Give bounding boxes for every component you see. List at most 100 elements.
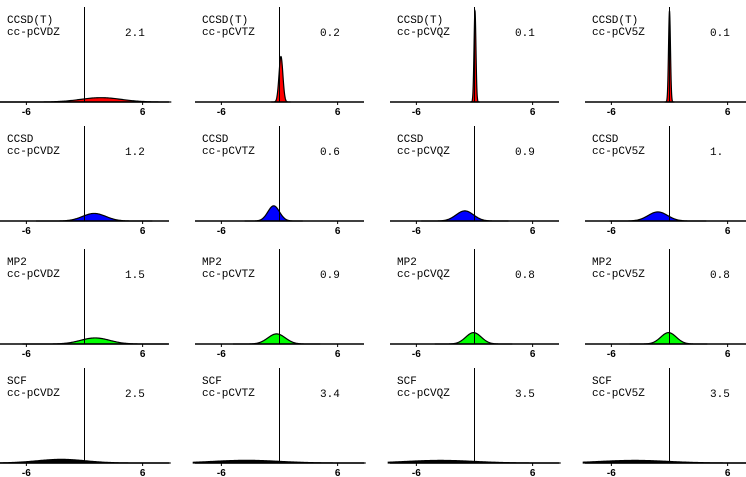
basis-label: cc-pCVDZ (7, 269, 60, 281)
method-label: MP2 (7, 257, 27, 269)
x-tick-label: 6 (530, 349, 536, 360)
sd-value-label: 0.8 (710, 270, 730, 282)
x-tick-label: 6 (530, 107, 536, 118)
distribution-curve (22, 337, 168, 345)
method-label: CCSD(T) (592, 15, 638, 27)
method-label: CCSD (397, 134, 424, 146)
x-tick-label: -6 (217, 107, 226, 118)
method-label: CCSD (7, 134, 34, 146)
panel-ccsdt-cc-pcvdz: -6 6 CCSD(T)cc-pCVDZ 2.1 (0, 7, 172, 118)
x-tick-label: 6 (725, 107, 731, 118)
basis-label: cc-pCVDZ (7, 388, 60, 400)
distribution-curve (271, 55, 291, 103)
method-label: SCF (202, 376, 222, 388)
sd-value-label: 3.5 (710, 389, 730, 401)
basis-label: cc-pCVQZ (397, 269, 450, 281)
sd-value-label: 3.4 (320, 389, 340, 401)
basis-label: cc-pCVQZ (397, 388, 450, 400)
panel-ccsdt-cc-pcvqz: -6 6 CCSD(T)cc-pCVQZ 0.1 (390, 7, 559, 118)
x-tick-label: 6 (140, 226, 146, 237)
distribution-curve (421, 210, 509, 222)
x-tick-label: -6 (607, 107, 616, 118)
distribution-curve (244, 205, 303, 222)
x-tick-label: 6 (335, 226, 341, 237)
x-tick-label: 6 (140, 349, 146, 360)
method-label: SCF (397, 376, 417, 388)
panel-ccsdt-cc-pcvtz: -6 6 CCSD(T)cc-pCVTZ 0.2 (195, 7, 364, 118)
x-tick-label: -6 (217, 226, 226, 237)
sd-value-label: 3.5 (515, 389, 535, 401)
x-tick-label: 6 (140, 107, 146, 118)
x-tick-label: 6 (335, 107, 341, 118)
distribution-curve (434, 332, 513, 345)
basis-label: cc-pCVDZ (7, 27, 60, 39)
method-label: SCF (7, 376, 27, 388)
x-tick-label: 6 (725, 468, 731, 477)
x-tick-label: 6 (530, 468, 536, 477)
x-tick-label: -6 (22, 226, 31, 237)
basis-label: cc-pCVTZ (202, 269, 255, 281)
x-tick-label: -6 (22, 468, 31, 477)
sd-value-label: 2.1 (125, 28, 145, 40)
x-tick-label: -6 (607, 349, 616, 360)
x-tick-label: 6 (140, 468, 146, 477)
method-label: SCF (592, 376, 612, 388)
sd-value-label: 0.1 (710, 28, 730, 40)
method-label: CCSD(T) (397, 15, 443, 27)
x-tick-label: 6 (335, 468, 341, 477)
method-label: CCSD (202, 134, 229, 146)
x-tick-label: -6 (607, 468, 616, 477)
method-label: CCSD (592, 134, 619, 146)
x-tick-label: 6 (530, 226, 536, 237)
x-tick-label: -6 (22, 349, 31, 360)
method-label: MP2 (397, 257, 417, 269)
sd-value-label: 0.1 (515, 28, 535, 40)
method-label: MP2 (202, 257, 222, 269)
x-tick-label: -6 (217, 349, 226, 360)
basis-label: cc-pCVTZ (202, 27, 255, 39)
x-tick-label: -6 (607, 226, 616, 237)
x-tick-label: 6 (335, 349, 341, 360)
basis-label: cc-pCV5Z (592, 27, 645, 39)
method-label: MP2 (592, 257, 612, 269)
basis-label: cc-pCV5Z (592, 146, 645, 158)
sd-value-label: 0.8 (515, 270, 535, 282)
sd-value-label: 0.2 (320, 28, 340, 40)
basis-label: cc-pCVQZ (397, 27, 450, 39)
basis-label: cc-pCV5Z (592, 269, 645, 281)
method-label: CCSD(T) (7, 15, 53, 27)
basis-label: cc-pCV5Z (592, 388, 645, 400)
panel-ccsdt-cc-pcv5z: -6 6 CCSD(T)cc-pCV5Z 0.1 (585, 7, 746, 118)
sd-value-label: 1.2 (125, 147, 145, 159)
x-tick-label: -6 (412, 226, 421, 237)
x-tick-label: 6 (725, 349, 731, 360)
basis-label: cc-pCVTZ (202, 388, 255, 400)
sd-value-label: 0.6 (320, 147, 340, 159)
distribution-curve (629, 332, 708, 345)
x-tick-label: -6 (412, 349, 421, 360)
distribution-curve (36, 212, 153, 222)
sd-value-label: 2.5 (125, 389, 145, 401)
x-tick-label: -6 (412, 468, 421, 477)
distribution-curve (233, 333, 321, 345)
distribution-curve (609, 211, 707, 222)
basis-label: cc-pCVQZ (397, 146, 450, 158)
x-tick-label: 6 (725, 226, 731, 237)
sd-value-label: 1. (710, 147, 723, 159)
x-tick-label: -6 (22, 107, 31, 118)
sd-value-label: 0.9 (320, 270, 340, 282)
x-tick-label: -6 (412, 107, 421, 118)
basis-label: cc-pCVDZ (7, 146, 60, 158)
x-tick-label: -6 (217, 468, 226, 477)
